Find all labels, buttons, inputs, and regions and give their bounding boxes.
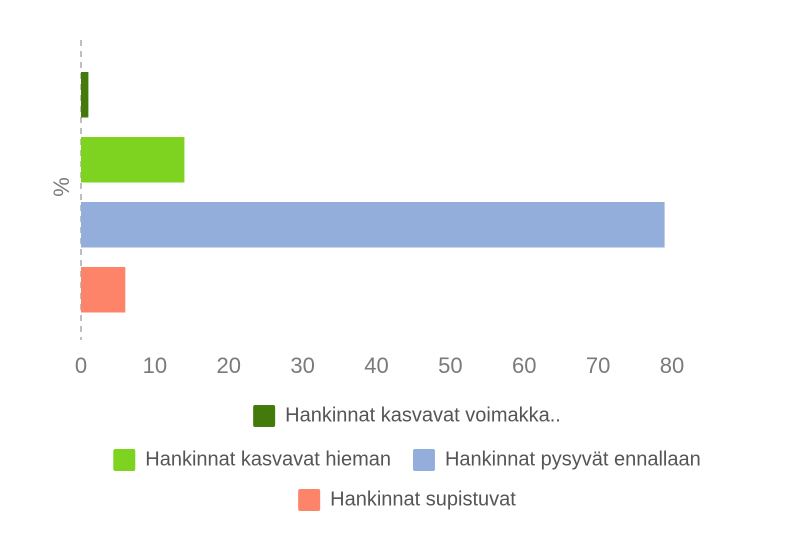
x-tick-label: 0 xyxy=(75,353,87,378)
y-axis-label: % xyxy=(49,177,74,197)
x-tick-label: 10 xyxy=(143,353,167,378)
x-tick-label: 30 xyxy=(290,353,314,378)
bar xyxy=(81,267,126,313)
x-tick-label: 80 xyxy=(660,353,684,378)
legend-swatch xyxy=(298,489,321,511)
x-tick-label: 40 xyxy=(364,353,388,378)
legend-label: Hankinnat supistuvat xyxy=(330,488,516,510)
x-tick-label: 70 xyxy=(586,353,610,378)
legend-label: Hankinnat kasvavat hieman xyxy=(145,448,391,470)
bar xyxy=(81,137,185,183)
legend-label: Hankinnat pysyvät ennallaan xyxy=(445,448,701,470)
x-tick-label: 20 xyxy=(217,353,241,378)
legend-swatch xyxy=(412,449,435,471)
bar xyxy=(81,72,89,118)
legend-swatch xyxy=(113,449,136,471)
legend-label: Hankinnat kasvavat voimakka.. xyxy=(285,404,561,426)
x-tick-label: 50 xyxy=(438,353,462,378)
x-tick-label: 60 xyxy=(512,353,536,378)
legend-swatch xyxy=(253,405,276,427)
bar xyxy=(81,202,665,248)
